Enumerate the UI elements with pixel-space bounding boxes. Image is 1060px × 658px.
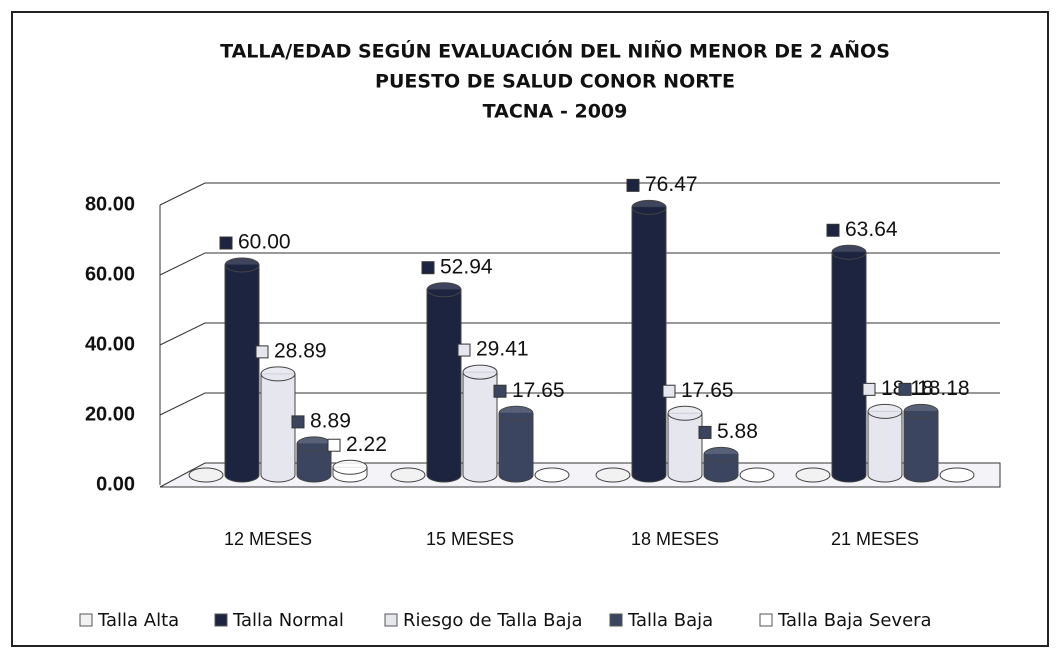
bar bbox=[939, 467, 975, 483]
chart-title: PUESTO DE SALUD CONOR NORTE bbox=[375, 71, 735, 93]
legend-label: Talla Baja bbox=[627, 610, 713, 631]
grid-line bbox=[159, 252, 1000, 276]
value-label: 18.18 bbox=[917, 377, 970, 400]
grid-line bbox=[159, 322, 1000, 346]
x-tick-label: 18 MESES bbox=[631, 529, 719, 549]
floor bbox=[159, 462, 1001, 488]
bar bbox=[631, 206, 667, 483]
bar bbox=[498, 412, 534, 483]
grid-line bbox=[159, 392, 1000, 416]
bar bbox=[595, 467, 631, 483]
bar-top bbox=[462, 364, 498, 380]
legend-label: Talla Normal bbox=[232, 610, 344, 631]
bar-top bbox=[867, 403, 903, 419]
label-marker bbox=[291, 415, 305, 429]
value-label: 28.89 bbox=[274, 339, 327, 362]
bar bbox=[795, 467, 831, 483]
value-label: 17.65 bbox=[512, 379, 565, 402]
legend-label: Talla Baja Severa bbox=[777, 610, 932, 631]
value-label: 17.65 bbox=[681, 379, 734, 402]
frame bbox=[11, 11, 1049, 647]
chart-title: TACNA - 2009 bbox=[483, 101, 628, 123]
value-label: 5.88 bbox=[717, 420, 758, 443]
x-tick-label: 21 MESES bbox=[831, 529, 919, 549]
value-label: 2.22 bbox=[346, 433, 387, 456]
bar bbox=[224, 264, 260, 483]
y-tick-label: 80.00 bbox=[85, 193, 135, 215]
bar bbox=[667, 412, 703, 483]
label-marker bbox=[219, 236, 233, 250]
label-marker bbox=[457, 343, 471, 357]
bar-top bbox=[426, 282, 462, 298]
y-tick-label: 0.00 bbox=[96, 473, 135, 495]
bar-top bbox=[296, 436, 332, 452]
bar-top bbox=[703, 446, 739, 462]
legend-marker bbox=[79, 613, 93, 627]
x-tick-label: 15 MESES bbox=[426, 529, 514, 549]
label-marker bbox=[327, 438, 341, 452]
bar bbox=[831, 251, 867, 483]
bar bbox=[703, 453, 739, 483]
bar bbox=[739, 467, 775, 483]
bar bbox=[534, 467, 570, 483]
bar bbox=[260, 373, 296, 483]
bar bbox=[462, 371, 498, 483]
bar-top bbox=[631, 199, 667, 215]
label-marker bbox=[421, 261, 435, 275]
value-label: 60.00 bbox=[238, 231, 291, 254]
legend-label: Talla Alta bbox=[97, 610, 179, 631]
label-marker bbox=[898, 382, 912, 396]
y-tick-label: 60.00 bbox=[85, 263, 135, 285]
label-marker bbox=[255, 345, 269, 359]
legend-marker bbox=[609, 613, 623, 627]
bar bbox=[296, 443, 332, 483]
bar-top bbox=[667, 405, 703, 421]
label-marker bbox=[698, 425, 712, 439]
bar-top bbox=[831, 244, 867, 260]
bar bbox=[903, 410, 939, 483]
bar-top bbox=[498, 405, 534, 421]
grid-line bbox=[159, 182, 1000, 206]
legend-marker bbox=[384, 613, 398, 627]
label-marker bbox=[662, 384, 676, 398]
label-marker bbox=[862, 382, 876, 396]
bar-top bbox=[903, 403, 939, 419]
value-label: 63.64 bbox=[845, 218, 898, 241]
x-tick-label: 12 MESES bbox=[224, 529, 312, 549]
legend-marker bbox=[759, 613, 773, 627]
y-tick-label: 40.00 bbox=[85, 333, 135, 355]
label-marker bbox=[626, 178, 640, 192]
value-label: 29.41 bbox=[476, 338, 529, 361]
bar bbox=[426, 289, 462, 483]
value-label: 8.89 bbox=[310, 409, 351, 432]
legend-marker bbox=[214, 613, 228, 627]
label-marker bbox=[493, 384, 507, 398]
bar bbox=[390, 467, 426, 483]
bar bbox=[188, 467, 224, 483]
label-marker bbox=[826, 223, 840, 237]
bar-top bbox=[224, 257, 260, 273]
legend-label: Riesgo de Talla Baja bbox=[403, 610, 583, 631]
value-label: 76.47 bbox=[645, 173, 698, 196]
value-label: 52.94 bbox=[440, 255, 493, 278]
chart-title: TALLA/EDAD SEGÚN EVALUACIÓN DEL NIÑO MEN… bbox=[220, 39, 890, 63]
bar-top bbox=[332, 459, 368, 475]
y-tick-label: 20.00 bbox=[85, 403, 135, 425]
bar-top bbox=[260, 366, 296, 382]
bar bbox=[867, 410, 903, 483]
